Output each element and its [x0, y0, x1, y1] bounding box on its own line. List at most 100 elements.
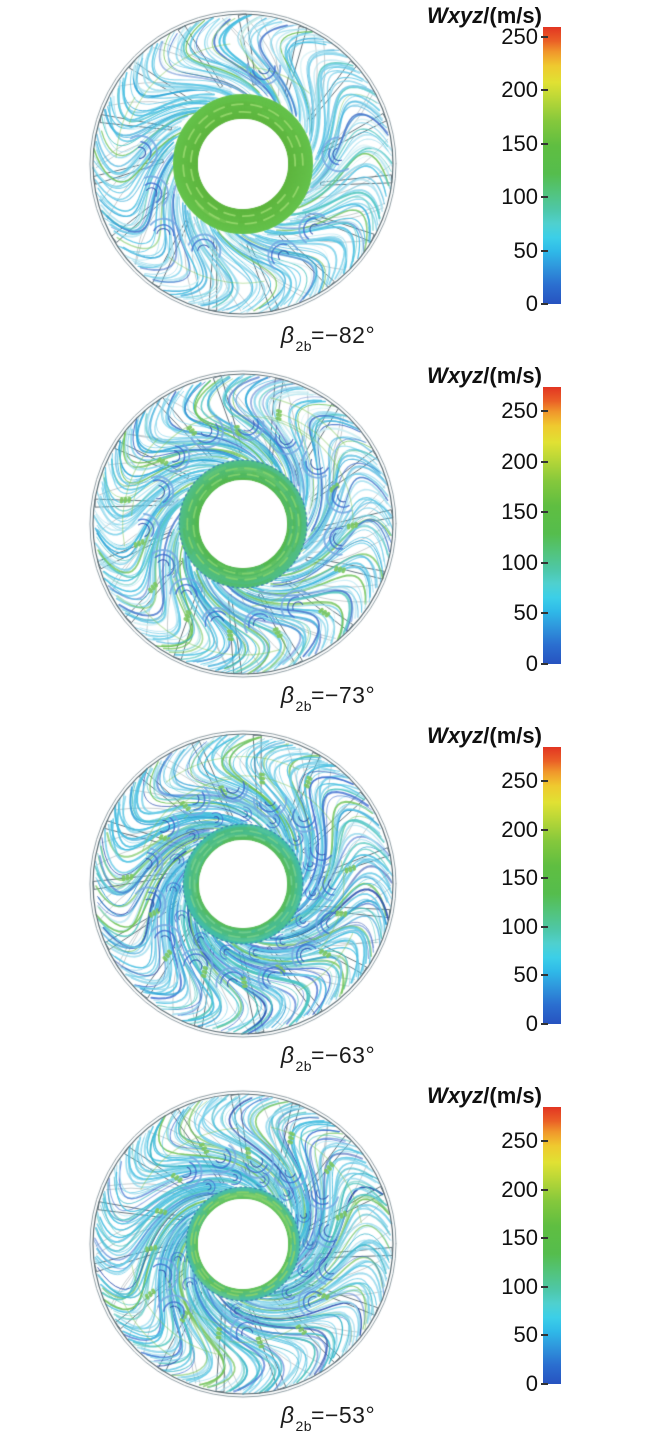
- colorbar-tick-mark: [541, 1140, 548, 1143]
- colorbar-tick-mark: [541, 196, 548, 199]
- colorbar-tick-label: 250: [501, 23, 538, 49]
- colorbar-tick-250: 250: [425, 770, 548, 792]
- panel-beta-53: Wxyz/(m/s) 250 200 150 100 50 0 β2b=−53°: [0, 1080, 647, 1440]
- colorbar-tick-mark: [541, 303, 548, 305]
- colorbar-tick-label: 100: [501, 913, 538, 939]
- colorbar-tick-mark: [541, 1237, 548, 1240]
- colorbar-tick-0: 0: [425, 653, 548, 675]
- colorbar-tick-100: 100: [425, 913, 548, 939]
- colorbar-tick-label: 200: [501, 77, 538, 103]
- colorbar-tick-100: 100: [425, 1273, 548, 1299]
- colorbar-tick-label: 50: [513, 600, 538, 626]
- colorbar-tick-label: 0: [525, 651, 538, 676]
- colorbar-tick-100: 100: [425, 186, 548, 208]
- impeller-streamline-canvas-3: [0, 720, 420, 1072]
- beta-subscript: 2b: [295, 1417, 313, 1434]
- panel-beta-82: Wxyz/(m/s) 250 200 150 100 50 0 β2b=−82°: [0, 0, 647, 360]
- colorbar-legend-3: Wxyz/(m/s) 250 200 150 100 50 0: [425, 720, 647, 1050]
- panel-beta-63: Wxyz/(m/s) 250 200 150 100 50 0 β2b=−63°: [0, 720, 647, 1080]
- colorbar-tick-mark: [541, 612, 548, 615]
- colorbar-legend-1: Wxyz/(m/s) 250 200 150 100 50 0: [425, 0, 647, 330]
- colorbar-tick-label: 100: [501, 549, 538, 575]
- panel-caption-1: β2b=−82°: [233, 322, 423, 354]
- colorbar-tick-label: 50: [513, 1322, 538, 1348]
- caption-value: =−73°: [311, 682, 376, 708]
- beta-subscript: 2b: [295, 337, 313, 354]
- colorbar-tick-0: 0: [425, 293, 548, 315]
- colorbar-tick-50: 50: [425, 1324, 548, 1346]
- colorbar-tick-label: 250: [501, 768, 538, 794]
- colorbar-tick-100: 100: [425, 549, 548, 575]
- colorbar-tick-250: 250: [425, 400, 548, 422]
- impeller-plot-1: [0, 0, 420, 352]
- beta-symbol: β: [280, 1042, 295, 1068]
- beta-subscript: 2b: [295, 697, 313, 714]
- colorbar-tick-mark: [541, 35, 548, 38]
- beta-symbol: β: [280, 322, 295, 348]
- colorbar-tick-150: 150: [425, 867, 548, 889]
- colorbar-tick-mark: [541, 1285, 548, 1288]
- colorbar-tick-label: 100: [501, 184, 538, 210]
- caption-value: =−82°: [311, 322, 376, 348]
- impeller-streamline-canvas-1: [0, 0, 420, 352]
- colorbar-tick-150: 150: [425, 501, 548, 523]
- impeller-plot-3: [0, 720, 420, 1072]
- colorbar-legend-4: Wxyz/(m/s) 250 200 150 100 50 0: [425, 1080, 647, 1410]
- colorbar-tick-label: 150: [501, 130, 538, 156]
- colorbar-tick-mark: [541, 410, 548, 413]
- colorbar-tick-mark: [541, 877, 548, 880]
- colorbar-tick-label: 150: [501, 1225, 538, 1251]
- colorbar-tick-50: 50: [425, 964, 548, 986]
- colorbar-tick-label: 200: [501, 816, 538, 842]
- colorbar-tick-mark: [541, 1383, 548, 1385]
- colorbar-tick-label: 50: [513, 962, 538, 988]
- colorbar-tick-250: 250: [425, 1130, 548, 1152]
- impeller-plot-4: [0, 1080, 420, 1432]
- colorbar-tick-mark: [541, 142, 548, 145]
- colorbar-tick-250: 250: [425, 23, 548, 49]
- colorbar-tick-mark: [541, 460, 548, 463]
- impeller-plot-2: [0, 360, 420, 712]
- panel-caption-3: β2b=−63°: [233, 1042, 423, 1074]
- colorbar-tick-mark: [541, 925, 548, 928]
- caption-value: =−63°: [311, 1042, 376, 1068]
- colorbar-tick-mark: [541, 974, 548, 977]
- colorbar-tick-label: 200: [501, 1176, 538, 1202]
- beta-subscript: 2b: [295, 1057, 313, 1074]
- colorbar-tick-label: 200: [501, 448, 538, 474]
- colorbar-title: Wxyz/(m/s): [427, 1083, 542, 1108]
- colorbar-tick-mark: [541, 249, 548, 252]
- colorbar-gradient: [543, 1107, 561, 1384]
- beta-symbol: β: [280, 1402, 295, 1428]
- colorbar-tick-mark: [541, 511, 548, 514]
- colorbar-tick-label: 150: [501, 499, 538, 525]
- beta-symbol: β: [280, 682, 295, 708]
- panel-caption-4: β2b=−53°: [233, 1402, 423, 1434]
- colorbar-title: Wxyz/(m/s): [427, 723, 542, 748]
- colorbar-tick-label: 50: [513, 237, 538, 263]
- panel-caption-2: β2b=−73°: [233, 682, 423, 714]
- colorbar-tick-50: 50: [425, 602, 548, 624]
- colorbar-gradient: [543, 387, 561, 664]
- colorbar-tick-0: 0: [425, 1373, 548, 1395]
- colorbar-tick-mark: [541, 1188, 548, 1191]
- colorbar-tick-label: 0: [525, 1011, 538, 1036]
- colorbar-gradient: [543, 27, 561, 304]
- colorbar-tick-150: 150: [425, 130, 548, 156]
- colorbar-tick-50: 50: [425, 237, 548, 263]
- colorbar-tick-0: 0: [425, 1013, 548, 1035]
- colorbar-tick-mark: [541, 89, 548, 92]
- colorbar-tick-label: 0: [525, 1371, 538, 1396]
- colorbar-tick-label: 0: [525, 291, 538, 316]
- impeller-streamline-canvas-2: [0, 360, 420, 712]
- colorbar-tick-200: 200: [425, 79, 548, 101]
- colorbar-tick-mark: [541, 780, 548, 783]
- colorbar-title: Wxyz/(m/s): [427, 363, 542, 388]
- colorbar-tick-label: 150: [501, 865, 538, 891]
- panel-beta-73: Wxyz/(m/s) 250 200 150 100 50 0 β2b=−73°: [0, 360, 647, 720]
- colorbar-legend-2: Wxyz/(m/s) 250 200 150 100 50 0: [425, 360, 647, 690]
- colorbar-gradient: [543, 747, 561, 1024]
- colorbar-tick-label: 100: [501, 1273, 538, 1299]
- impeller-streamline-canvas-4: [0, 1080, 420, 1432]
